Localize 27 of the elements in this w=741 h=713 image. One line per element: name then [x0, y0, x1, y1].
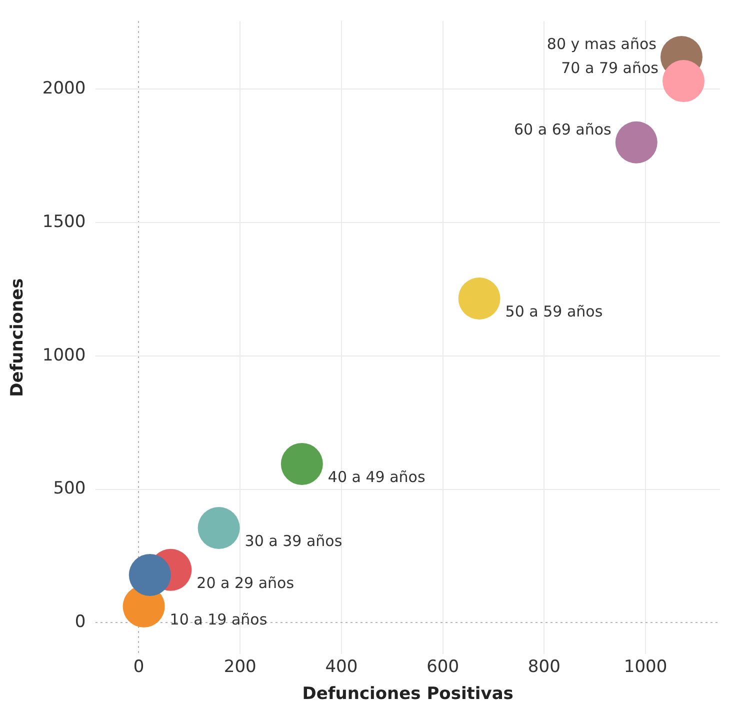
- point: [458, 278, 500, 320]
- x-tick-label: 800: [528, 656, 560, 677]
- point: [128, 554, 171, 596]
- x-tick-label: 0: [133, 656, 144, 677]
- y-tick-label: 2000: [42, 78, 86, 98]
- y-tick-label: 1500: [42, 212, 86, 232]
- x-tick-label: 1000: [624, 656, 668, 677]
- y-tick-label: 0: [74, 612, 86, 632]
- x-tick-label: 600: [426, 656, 460, 677]
- series-label: 50 a 59 años: [505, 302, 603, 320]
- series-label: 30 a 39 años: [244, 532, 342, 550]
- x-tick-label: 400: [325, 656, 358, 677]
- series-label: 80 y mas años: [546, 34, 657, 53]
- y-tick-label: 500: [53, 478, 86, 499]
- x-axis-title: Defunciones Positivas: [302, 684, 514, 704]
- point: [662, 60, 705, 102]
- y-axis-title: Defunciones: [8, 278, 28, 397]
- series-label: 20 a 29 años: [196, 574, 294, 592]
- point: [615, 121, 658, 164]
- x-tick-label: 200: [224, 656, 256, 677]
- series-label: 40 a 49 años: [328, 468, 426, 486]
- point: [198, 506, 240, 549]
- series-label: 60 a 69 años: [514, 120, 612, 138]
- y-tick-label: 1000: [42, 345, 86, 366]
- series-label: 70 a 79 años: [561, 58, 659, 77]
- series-label: 10 a 19 años: [170, 610, 268, 628]
- point: [280, 442, 323, 485]
